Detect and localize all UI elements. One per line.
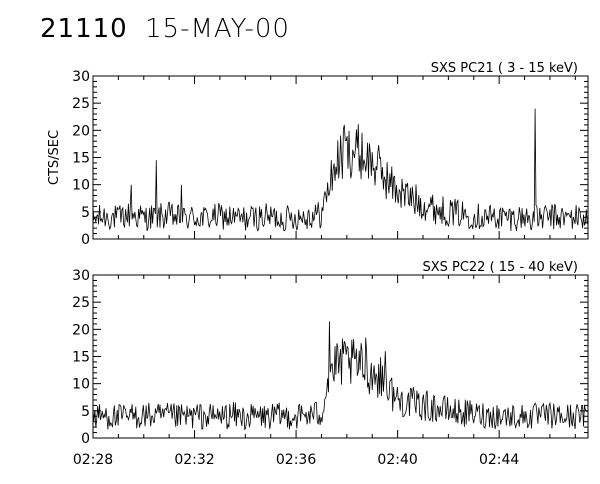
y-tick-label: 5 (81, 404, 90, 420)
x-tick-label: 02:40 (377, 452, 417, 468)
y-tick-label: 15 (72, 151, 90, 167)
panel-title: SXS PC22 ( 15 - 40 keV) (422, 260, 578, 275)
y-tick-label: 10 (72, 178, 90, 194)
y-tick-label: 5 (81, 205, 90, 221)
event-date-title: 15-MAY-00 (145, 14, 290, 44)
x-tick-label: 02:44 (479, 452, 519, 468)
y-tick-label: 25 (72, 96, 90, 112)
panel-1: 0 5 10 15 20 25 30 SXS PC21 ( 3 - 15 keV) CTS/SE… (47, 61, 589, 248)
x-tick-label: 02:32 (174, 452, 214, 468)
y-tick-label: 0 (81, 431, 90, 447)
y-tick-label: 10 (72, 377, 90, 393)
y-tick-label: 30 (72, 69, 90, 85)
y-tick-label: 25 (72, 295, 90, 311)
panel-2: 0 5 10 15 20 25 30 02:28 02:32 02:36 02:40 02:44 SXS… (72, 260, 589, 468)
y-axis-label: CTS/SEC (47, 130, 62, 185)
x-tick-label: 02:36 (276, 452, 316, 468)
x-tick-label: 02:28 (73, 452, 113, 468)
y-tick-label: 20 (72, 123, 90, 139)
series-line (92, 321, 588, 431)
panel-title: SXS PC21 ( 3 - 15 keV) (431, 61, 578, 76)
series-line (92, 108, 588, 232)
y-tick-label: 30 (72, 268, 90, 284)
event-id-title: 21110 (40, 14, 128, 44)
y-tick-label: 20 (72, 322, 90, 338)
y-tick-label: 0 (81, 232, 90, 248)
y-tick-label: 15 (72, 350, 90, 366)
